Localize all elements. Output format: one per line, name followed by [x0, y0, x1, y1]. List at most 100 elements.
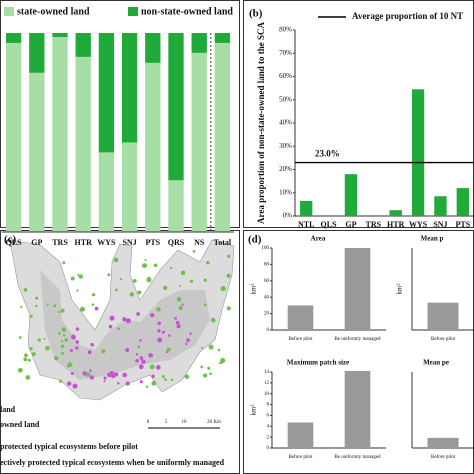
ecosystem-uniform: [122, 372, 127, 378]
x-tick-label: WYS: [409, 220, 428, 229]
ecosystem-uniform: [103, 380, 106, 383]
ecosystem-uniform: [125, 318, 131, 324]
ecosystem-before: [180, 270, 186, 276]
ecosystem-uniform: [108, 324, 113, 329]
ecosystem-uniform: [70, 334, 76, 340]
legend-swatch: [4, 7, 14, 16]
map-legend-label: land: [0, 405, 16, 414]
ecosystem-uniform: [125, 381, 130, 386]
ecosystem-before: [176, 297, 182, 302]
bar: [456, 188, 469, 216]
ecosystem-before: [189, 279, 194, 283]
y-tick-label: 0: [267, 328, 270, 333]
x-tick-label: PTS: [455, 220, 470, 229]
bar-segment: [98, 33, 115, 153]
bar-segment: [145, 62, 161, 232]
ecosystem-before: [23, 357, 28, 362]
ecosystem-before: [61, 327, 67, 332]
bar-segment: [75, 33, 91, 57]
bar-segment: [214, 42, 231, 233]
ecosystem-uniform: [157, 321, 161, 326]
ecosystem-before: [20, 305, 23, 309]
ecosystem-before: [45, 345, 50, 351]
y-tick-label: 60: [264, 279, 270, 284]
ecosystem-before: [29, 314, 33, 319]
x-tick-label: Before pilot: [288, 455, 313, 460]
ecosystem-uniform: [135, 353, 139, 356]
bar: [427, 302, 459, 330]
y-axis-label: Area proportion of non-state-owned land …: [256, 22, 266, 224]
ecosystem-before: [170, 378, 174, 381]
bar-segment: [168, 180, 184, 232]
ecosystem-before: [203, 373, 208, 378]
bar: [287, 305, 314, 330]
y-tick-label: 8: [267, 403, 270, 408]
ecosystem-before: [61, 352, 64, 355]
ecosystem-uniform: [89, 369, 92, 372]
ecosystem-before: [107, 273, 111, 277]
y-tick-label: 100: [262, 246, 270, 251]
ecosystem-before: [54, 356, 59, 361]
bar-segment: [191, 33, 207, 53]
ecosystem-uniform: [87, 350, 92, 355]
ecosystem-before: [178, 285, 181, 288]
ecosystem-uniform: [151, 374, 155, 378]
ecosystem-before: [80, 306, 86, 312]
x-tick-label: Be uniformly managed: [334, 455, 381, 460]
ecosystem-before: [119, 277, 123, 281]
ecosystem-before: [209, 372, 212, 376]
ecosystem-uniform: [139, 380, 143, 384]
ecosystem-uniform: [175, 320, 180, 325]
ecosystem-before: [137, 290, 142, 295]
scale-label: 20 Km: [207, 420, 221, 425]
ecosystem-uniform: [89, 375, 95, 380]
ecosystem-before: [184, 374, 190, 379]
bar: [427, 437, 459, 448]
ecosystem-uniform: [75, 340, 80, 344]
ecosystem-before: [77, 273, 80, 276]
ecosystem-uniform: [75, 346, 79, 350]
y-tick-label: 12: [264, 381, 270, 386]
ecosystem-uniform: [75, 327, 80, 331]
x-tick-label: QLS: [6, 238, 23, 247]
ecosystem-before: [203, 303, 207, 307]
ecosystem-uniform: [70, 372, 74, 376]
ecosystem-uniform: [156, 365, 161, 370]
legend-label: Average proportion of 10 NT: [352, 11, 463, 21]
ecosystem-before: [91, 303, 95, 306]
ecosystem-before: [156, 307, 161, 312]
ecosystem-uniform: [103, 376, 107, 380]
ecosystem-before: [62, 261, 66, 265]
ecosystem-before: [67, 362, 73, 368]
bar: [389, 210, 402, 216]
bar: [300, 200, 313, 216]
x-tick-label: QLS: [321, 220, 338, 229]
ecosystem-uniform: [72, 383, 78, 389]
x-tick-label: Before pilot: [431, 455, 456, 460]
y-tick-label: 0: [267, 446, 270, 451]
legend-label: state-owned land: [17, 6, 90, 17]
ecosystem-uniform: [125, 348, 130, 353]
ecosystem-uniform: [181, 303, 184, 306]
ecosystem-before: [200, 365, 204, 369]
y-tick-label: 40%: [279, 119, 292, 127]
x-tick-label: SNJ: [433, 220, 447, 229]
bar-segment: [75, 56, 91, 232]
legend-swatch: [128, 7, 138, 16]
ecosystem-uniform: [139, 339, 142, 342]
y-tick-label: 6: [267, 414, 270, 419]
map-legend-label: ectively protected typical ecosystems wh…: [0, 458, 225, 467]
y-tick-label: 80: [264, 263, 270, 268]
ecosystem-uniform: [66, 381, 72, 386]
x-tick-label: Be uniformly managed: [334, 337, 381, 342]
chart-title: Mean p: [421, 235, 444, 243]
x-tick-label: Before pilot: [288, 337, 313, 342]
ecosystem-before: [58, 310, 61, 314]
x-tick-label: HTR: [387, 220, 405, 229]
bar-segment: [191, 52, 207, 233]
y-axis-label: km²: [250, 283, 258, 294]
panel-frame: [243, 0, 474, 228]
ecosystem-before: [60, 308, 65, 313]
ecosystem-before: [153, 263, 158, 268]
